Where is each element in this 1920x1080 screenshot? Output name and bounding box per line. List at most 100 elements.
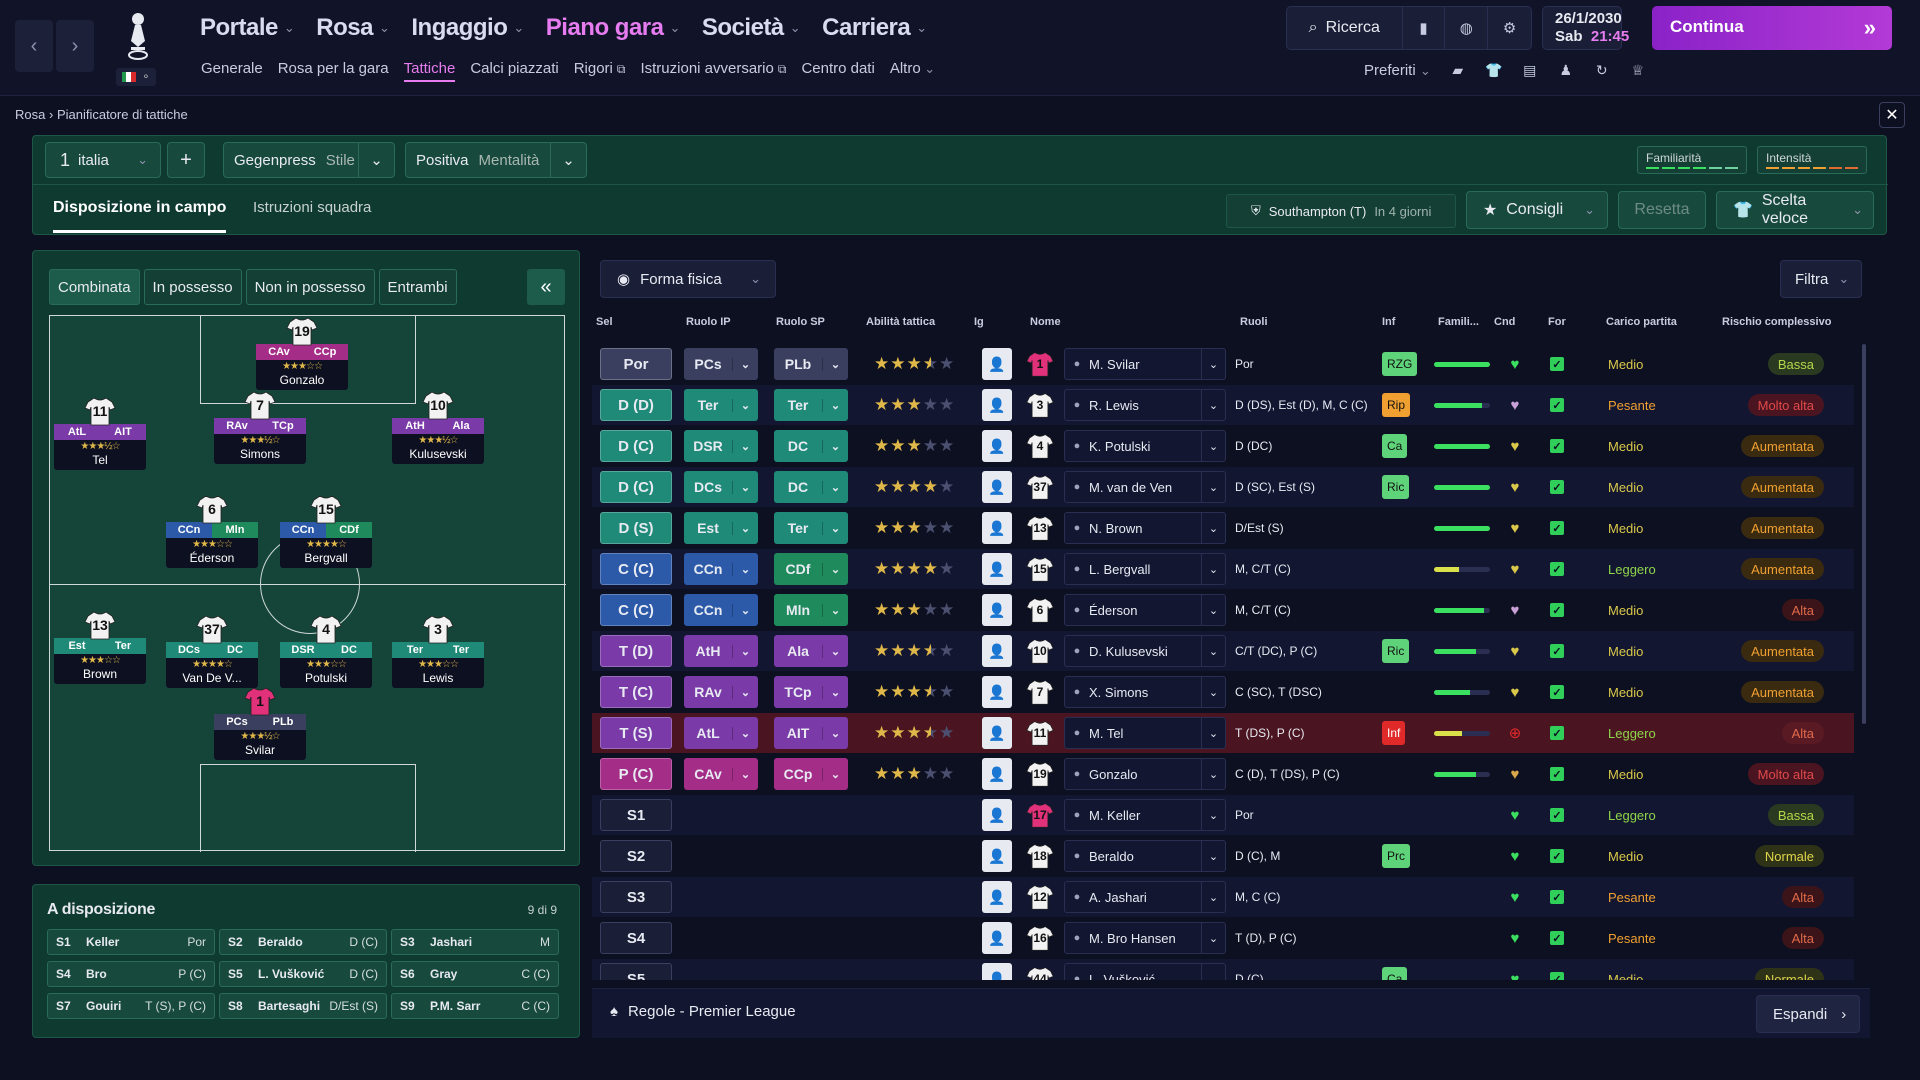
player-name-dropdown[interactable]: ● N. Brown ⌄ [1064,512,1226,544]
sub-slot[interactable]: S9 P.M. Sarr C (C) [391,993,559,1019]
pitch-tab-combinata[interactable]: Combinata [49,269,140,305]
sub-slot[interactable]: S4 Bro P (C) [47,961,215,987]
sub-nav-altro[interactable]: Altro ⌄ [889,60,936,77]
table-row[interactable]: S1 👤 17 ● M. Keller ⌄ Por ♥ ✓ Leggero Bassa [592,795,1854,835]
position-slot[interactable]: D (D) [600,389,672,421]
main-nav-società[interactable]: Società ⌄ [702,14,801,42]
player-name-dropdown[interactable]: ● K. Potulski ⌄ [1064,430,1226,462]
position-slot[interactable]: T (D) [600,635,672,667]
sub-slot[interactable]: S3 Jashari M [391,929,559,955]
role-sp-dropdown[interactable]: DC ⌄ [774,471,848,503]
role-ip-dropdown[interactable]: CCn ⌄ [684,594,758,626]
club-crest-icon[interactable] [118,6,158,62]
sub-slot[interactable]: S7 Gouiri T (S), P (C) [47,993,215,1019]
instructions-button[interactable]: 👤 [982,635,1012,667]
date-box[interactable]: 26/1/2030 Sab 21:45 [1542,6,1629,50]
sub-slot[interactable]: S2 Beraldo D (C) [219,929,387,955]
col-carico[interactable]: Carico partita [1606,316,1677,328]
role-ip-dropdown[interactable]: AtH ⌄ [684,635,758,667]
gear-icon[interactable]: ⚙ [1502,20,1517,37]
mentality-dropdown[interactable]: Positiva Mentalità ⌄ [405,142,587,178]
col-for[interactable]: For [1548,316,1566,328]
instructions-button[interactable]: 👤 [982,799,1012,831]
close-button[interactable]: ✕ [1879,102,1905,128]
player-name-dropdown[interactable]: ● M. Tel ⌄ [1064,717,1226,749]
instructions-button[interactable]: 👤 [982,717,1012,749]
tab-disposizione[interactable]: Disposizione in campo [53,199,227,233]
collapse-button[interactable]: « [527,269,565,305]
instructions-button[interactable]: 👤 [982,594,1012,626]
instructions-button[interactable]: 👤 [982,758,1012,790]
style-dropdown[interactable]: Gegenpress Stile ⌄ [223,142,395,178]
sub-nav-rigori[interactable]: Rigori ⧉ [573,60,626,77]
role-ip-dropdown[interactable]: Est ⌄ [684,512,758,544]
familiarity-meter[interactable]: Familiarità [1637,146,1747,174]
pitch-player[interactable]: 1 PCs PLb ★★★½☆ Svilar [214,686,306,760]
staff-icon[interactable]: ♟ [1559,62,1573,78]
role-ip-dropdown[interactable]: AtL ⌄ [684,717,758,749]
pitch-player[interactable]: 6 CCn Mln ★★★☆☆ Éderson [166,494,258,568]
role-sp-dropdown[interactable]: CDf ⌄ [774,553,848,585]
league-rules[interactable]: ♠ Regole - Premier League [610,1003,796,1020]
instructions-button[interactable]: 👤 [982,348,1012,380]
sub-slot[interactable]: S8 Bartesaghi D/Est (S) [219,993,387,1019]
table-row[interactable]: T (D) AtH ⌄ Ala ⌄ ★★★ ★ ★ 👤 10 ● D. Kulusevski ⌄ C/T … [592,631,1854,671]
table-row[interactable]: S3 👤 12 ● A. Jashari ⌄ M, C (C) ♥ ✓ Pesante Alta [592,877,1854,917]
table-row[interactable]: D (S) Est ⌄ Ter ⌄ ★★★ ★ ★ 👤 13 ● N. Brown ⌄ D/Est (S)… [592,508,1854,548]
sub-nav-generale[interactable]: Generale [201,60,263,77]
main-nav-portale[interactable]: Portale ⌄ [200,14,295,42]
forward-button[interactable]: › [56,20,94,72]
player-name-dropdown[interactable]: ● M. Bro Hansen ⌄ [1064,922,1226,954]
table-row[interactable]: P (C) CAv ⌄ CCp ⌄ ★★★ ★ ★ 👤 19 ● Gonzalo ⌄ C (D), T (… [592,754,1854,794]
pitch-player[interactable]: 15 CCn CDf ★★★★☆ Bergvall [280,494,372,568]
table-row[interactable]: S5 👤 44 ● L. Vušković ⌄ D (C) Ca ♥ ✓ Medio Normale [592,959,1854,980]
col-famil[interactable]: Famili... [1438,316,1479,328]
info-badge[interactable]: Rip [1382,393,1411,417]
table-row[interactable]: T (C) RAv ⌄ TCp ⌄ ★★★ ★ ★ 👤 7 ● X. Simons ⌄ C (SC), T… [592,672,1854,712]
table-scrollbar[interactable] [1862,344,1866,724]
main-nav-carriera[interactable]: Carriera ⌄ [822,14,927,42]
main-nav-ingaggio[interactable]: Ingaggio ⌄ [411,14,524,42]
table-row[interactable]: C (C) CCn ⌄ CDf ⌄ ★★★★ ★ 👤 15 ● L. Bergvall ⌄ M, C/T… [592,549,1854,589]
instructions-button[interactable]: 👤 [982,553,1012,585]
info-badge[interactable]: Ca [1382,967,1408,980]
pitch-player[interactable]: 13 Est Ter ★★★☆☆ Brown [54,610,146,684]
position-slot[interactable]: C (C) [600,594,672,626]
player-name-dropdown[interactable]: ● Gonzalo ⌄ [1064,758,1226,790]
instructions-button[interactable]: 👤 [982,676,1012,708]
player-name-dropdown[interactable]: ● D. Kulusevski ⌄ [1064,635,1226,667]
position-slot[interactable]: D (C) [600,471,672,503]
role-ip-dropdown[interactable]: CAv ⌄ [684,758,758,790]
player-name-dropdown[interactable]: ● M. Svilar ⌄ [1064,348,1226,380]
pitch-player[interactable]: 3 Ter Ter ★★★☆☆ Lewis [392,614,484,688]
pitch-player[interactable]: 37 DCs DC ★★★★☆ Van De V... [166,614,258,688]
col-ruolo-sp[interactable]: Ruolo SP [776,316,825,328]
chat-icon[interactable]: ▰ [1452,62,1464,78]
sub-nav-istruzioni-avversario[interactable]: Istruzioni avversario ⧉ [640,60,787,77]
info-badge[interactable]: RZG [1382,352,1418,376]
role-ip-dropdown[interactable]: PCs ⌄ [684,348,758,380]
col-ig[interactable]: Ig [974,316,984,328]
info-badge[interactable]: Prc [1382,844,1410,868]
shirt-icon[interactable]: 👕 [1485,62,1503,78]
tactic-selector[interactable]: 1 italia ⌄ [45,142,161,178]
col-cnd[interactable]: Cnd [1494,316,1516,328]
breadcrumb-root[interactable]: Rosa [15,107,46,122]
pitch-tab-in-possesso[interactable]: In possesso [143,269,242,305]
intensity-meter[interactable]: Intensità [1757,146,1867,174]
player-name-dropdown[interactable]: ● L. Vušković ⌄ [1064,963,1226,980]
instructions-button[interactable]: 👤 [982,471,1012,503]
pitch-player[interactable]: 19 CAv CCp ★★★☆☆ Gonzalo [256,316,348,390]
position-slot[interactable]: S2 [600,840,672,872]
bookmark-icon[interactable]: ▮ [1403,7,1446,49]
player-name-dropdown[interactable]: ● R. Lewis ⌄ [1064,389,1226,421]
col-abilita[interactable]: Abilità tattica [866,316,936,328]
main-nav-rosa[interactable]: Rosa ⌄ [316,14,390,42]
role-ip-dropdown[interactable]: CCn ⌄ [684,553,758,585]
pitch-player[interactable]: 10 AtH Ala ★★★½☆ Kulusevski [392,390,484,464]
quick-pick-button[interactable]: 👕 Scelta veloce ⌄ [1716,191,1874,229]
col-nome[interactable]: Nome [1030,316,1061,328]
player-name-dropdown[interactable]: ● M. van de Ven ⌄ [1064,471,1226,503]
expand-button[interactable]: Espandi › [1756,995,1860,1033]
instructions-button[interactable]: 👤 [982,512,1012,544]
